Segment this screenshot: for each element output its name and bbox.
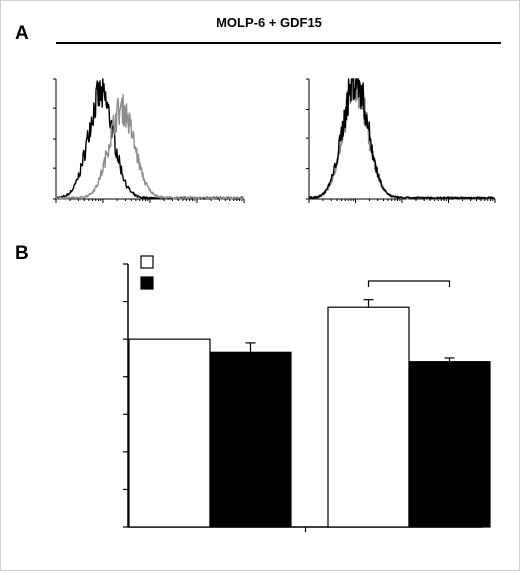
panel-a-header: MOLP-6 + GDF15	[216, 15, 322, 30]
histogram-series-1	[55, 78, 245, 200]
bar-series-1-1	[128, 338, 211, 528]
survival-bar-chart	[123, 255, 491, 532]
bar-series-1-2	[327, 306, 410, 528]
legend-swatch-2	[140, 276, 154, 290]
histogram-series-2	[55, 93, 245, 200]
panel-a-letter: A	[15, 23, 29, 44]
histogram-akti-pretreatment	[306, 78, 496, 203]
bar-series-2-1	[209, 351, 292, 528]
bar-series-2-2	[408, 361, 491, 528]
histogram-series-1	[308, 78, 495, 200]
legend-swatch-1	[140, 255, 154, 269]
histogram-no-pretreatment	[53, 78, 245, 203]
histogram-series-2	[308, 78, 496, 200]
panel-b-letter: B	[15, 243, 29, 264]
significance-bracket	[367, 280, 451, 287]
